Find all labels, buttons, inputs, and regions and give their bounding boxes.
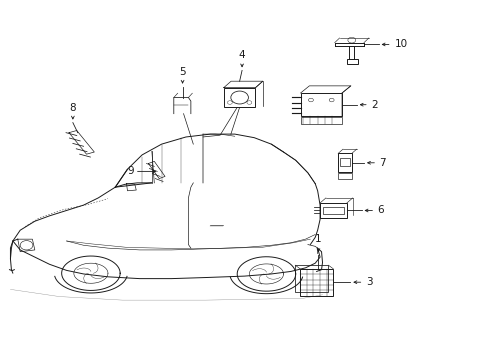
Bar <box>337 153 351 172</box>
Text: 5: 5 <box>179 67 185 77</box>
Bar <box>323 207 343 214</box>
Text: 2: 2 <box>370 100 377 110</box>
Bar <box>337 173 351 179</box>
Bar <box>295 265 328 292</box>
Bar <box>300 269 332 296</box>
Bar <box>300 93 341 116</box>
Text: 4: 4 <box>238 50 245 60</box>
Text: 10: 10 <box>394 40 407 49</box>
Text: 6: 6 <box>377 206 384 216</box>
Bar <box>224 87 255 107</box>
Text: 3: 3 <box>366 277 372 287</box>
Bar <box>300 117 341 123</box>
Text: 8: 8 <box>69 103 76 113</box>
Text: 1: 1 <box>314 234 321 244</box>
Text: 9: 9 <box>127 166 134 176</box>
Bar <box>320 203 346 218</box>
Bar <box>339 158 349 166</box>
Bar <box>346 59 357 64</box>
Text: 7: 7 <box>379 158 386 168</box>
